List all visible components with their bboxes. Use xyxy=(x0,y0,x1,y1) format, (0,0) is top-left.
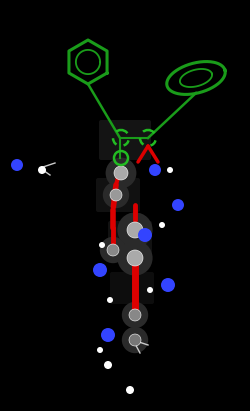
Circle shape xyxy=(126,386,134,394)
Circle shape xyxy=(11,159,23,171)
Circle shape xyxy=(127,222,143,238)
Circle shape xyxy=(107,297,113,303)
Circle shape xyxy=(167,167,173,173)
FancyBboxPatch shape xyxy=(108,221,152,253)
FancyBboxPatch shape xyxy=(110,272,154,304)
Circle shape xyxy=(110,189,122,201)
Circle shape xyxy=(122,302,148,328)
Circle shape xyxy=(114,166,128,180)
Circle shape xyxy=(97,347,103,353)
Circle shape xyxy=(38,166,46,174)
Circle shape xyxy=(104,361,112,369)
Circle shape xyxy=(93,263,107,277)
Circle shape xyxy=(172,199,184,211)
Circle shape xyxy=(103,182,129,208)
Circle shape xyxy=(129,334,141,346)
Circle shape xyxy=(107,244,119,256)
Circle shape xyxy=(101,328,115,342)
Circle shape xyxy=(122,327,148,353)
Circle shape xyxy=(138,228,152,242)
FancyBboxPatch shape xyxy=(96,178,140,212)
Circle shape xyxy=(149,164,161,176)
Circle shape xyxy=(129,309,141,321)
Circle shape xyxy=(118,240,152,276)
Circle shape xyxy=(118,212,152,247)
Circle shape xyxy=(100,237,126,263)
Circle shape xyxy=(159,222,165,228)
FancyBboxPatch shape xyxy=(99,120,151,160)
Circle shape xyxy=(161,278,175,292)
Circle shape xyxy=(106,157,136,188)
Circle shape xyxy=(99,242,105,248)
Circle shape xyxy=(147,287,153,293)
Circle shape xyxy=(127,250,143,266)
